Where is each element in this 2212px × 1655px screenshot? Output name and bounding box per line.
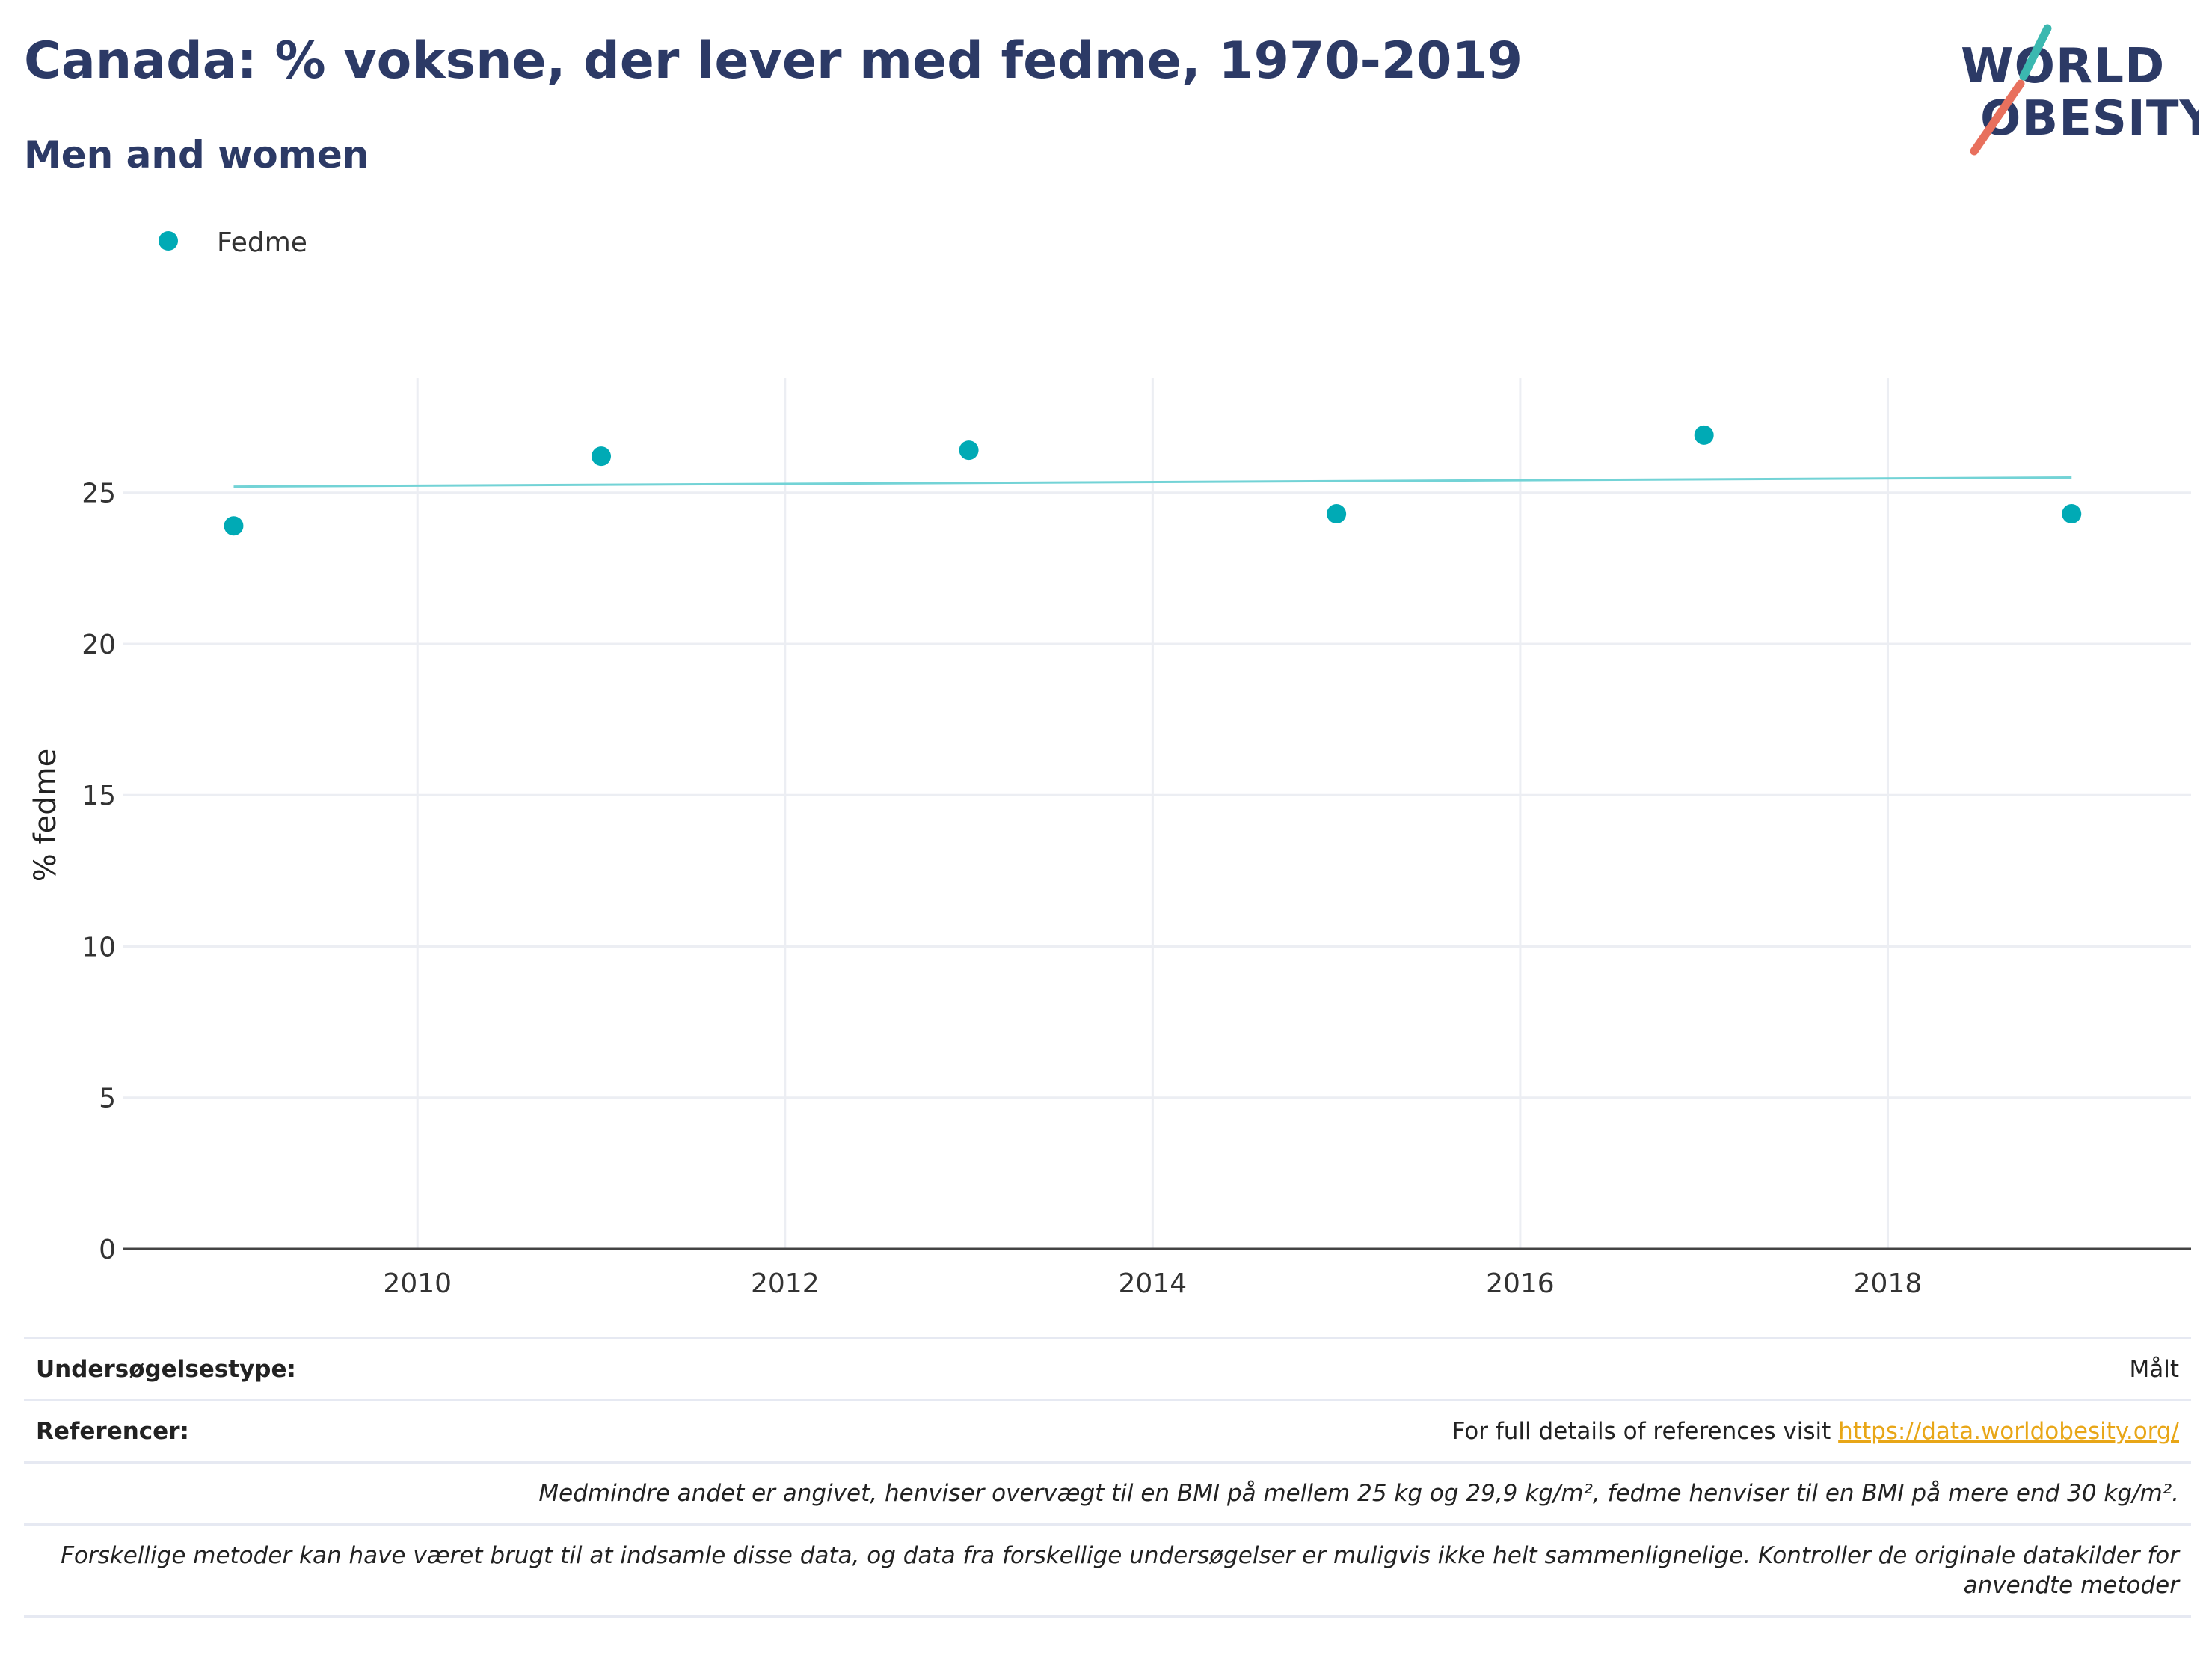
logo-slash-bottom <box>1970 79 2025 156</box>
references-value: For full details of references visit htt… <box>1452 1418 2179 1445</box>
data-point-2015 <box>1327 504 1347 524</box>
x-tick-label-2018: 2018 <box>1854 1268 1923 1299</box>
y-tick-label-25: 25 <box>82 479 116 509</box>
x-tick-label-2016: 2016 <box>1486 1268 1555 1299</box>
x-tick-label-2010: 2010 <box>383 1268 452 1299</box>
logo-slash-top <box>2019 24 2052 81</box>
page-subtitle: Men and women <box>24 133 369 176</box>
x-axis-ticks: 2010 2012 2014 2016 2018 <box>383 1268 1922 1299</box>
legend: Fedme <box>159 227 307 258</box>
trendline-group <box>233 476 2072 488</box>
y-axis-ticks: 0 5 10 15 20 25 <box>82 479 116 1265</box>
world-obesity-logo: WORLD OBESITY <box>1961 24 2199 156</box>
data-point-2013 <box>959 440 979 461</box>
trendline <box>233 476 2072 488</box>
references-link[interactable]: https://data.worldobesity.org/ <box>1838 1418 2179 1445</box>
survey-type-label: Undersøgelsestype: <box>36 1356 296 1383</box>
y-tick-label-20: 20 <box>82 630 116 660</box>
info-table: Undersøgelsestype: Målt Referencer: For … <box>24 1337 2191 1618</box>
logo-word-obesity: OBESITY <box>1980 91 2199 147</box>
data-point-2017 <box>1694 425 1714 445</box>
logo-word-world: WORLD <box>1961 39 2165 94</box>
info-row-survey-type: Undersøgelsestype: Målt <box>24 1337 2191 1399</box>
info-row-references: Referencer: For full details of referenc… <box>24 1399 2191 1461</box>
data-points <box>224 425 2082 536</box>
info-row-methods-note: Forskellige metoder kan have været brugt… <box>24 1523 2191 1618</box>
references-text: For full details of references visit <box>1451 1418 1839 1445</box>
x-tick-label-2014: 2014 <box>1119 1268 1188 1299</box>
data-point-2011 <box>592 446 612 467</box>
y-axis-title: % fedme <box>28 749 63 882</box>
info-row-bmi-note: Medmindre andet er angivet, henviser ove… <box>24 1461 2191 1523</box>
x-tick-label-2012: 2012 <box>751 1268 820 1299</box>
methods-note: Forskellige metoder kan have været brugt… <box>61 1542 2179 1599</box>
references-label: Referencer: <box>36 1418 189 1445</box>
data-point-2009 <box>224 516 244 536</box>
y-tick-label-5: 5 <box>99 1084 116 1114</box>
legend-label-fedme: Fedme <box>217 227 307 258</box>
y-tick-label-15: 15 <box>82 781 116 811</box>
bmi-note: Medmindre andet er angivet, henviser ove… <box>538 1480 2179 1507</box>
grid-lines <box>123 378 2191 1249</box>
page-title: Canada: % voksne, der lever med fedme, 1… <box>24 31 1523 90</box>
y-tick-label-0: 0 <box>99 1235 116 1265</box>
survey-type-value: Målt <box>2129 1356 2179 1383</box>
y-tick-label-10: 10 <box>82 932 116 962</box>
legend-marker-fedme <box>159 231 178 251</box>
data-point-2019 <box>2062 504 2082 524</box>
chart: Fedme 2010 2012 2014 2016 2018 0 5 10 15 20 25 % … <box>28 227 2191 1299</box>
